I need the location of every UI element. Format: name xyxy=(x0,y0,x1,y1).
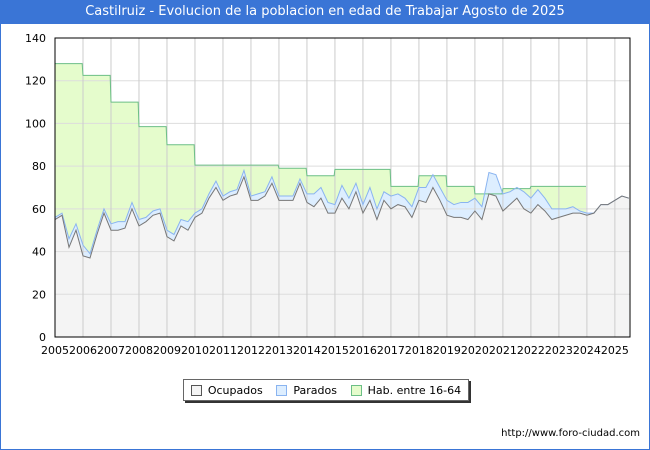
legend-parados: Parados xyxy=(276,384,337,397)
x-tick-label: 2015 xyxy=(321,344,349,357)
x-tick-label: 2020 xyxy=(461,344,489,357)
x-tick-label: 2008 xyxy=(125,344,153,357)
hab-line xyxy=(55,63,587,195)
x-tick-label: 2007 xyxy=(97,344,125,357)
legend-label: Hab. entre 16-64 xyxy=(367,383,462,397)
x-tick-label: 2018 xyxy=(405,344,433,357)
x-tick-label: 2012 xyxy=(237,344,265,357)
y-tick-label: 120 xyxy=(25,75,46,88)
legend-ocupados: Ocupados xyxy=(190,383,263,397)
x-tick-label: 2023 xyxy=(545,344,573,357)
plot-border xyxy=(54,37,631,338)
y-tick-label: 60 xyxy=(32,203,46,216)
x-tick-label: 2009 xyxy=(153,344,181,357)
ocupados-area xyxy=(55,176,629,337)
legend-swatch-ocupados xyxy=(190,384,202,396)
y-tick-label: 80 xyxy=(32,160,46,173)
y-tick-label: 40 xyxy=(32,246,46,259)
x-tick-label: 2021 xyxy=(489,344,517,357)
legend-label: Parados xyxy=(293,383,337,397)
legend-label: Ocupados xyxy=(207,383,263,397)
legend-swatch-parados xyxy=(276,384,288,396)
x-tick-label: 2005 xyxy=(41,344,69,357)
ocupados-line xyxy=(54,175,630,259)
x-tick-label: 2013 xyxy=(265,344,293,357)
y-tick-label: 140 xyxy=(25,32,46,45)
legend-swatch-hab xyxy=(350,384,362,396)
x-tick-label: 2016 xyxy=(349,344,377,357)
x-tick-label: 2022 xyxy=(517,344,545,357)
x-tick-label: 2006 xyxy=(69,344,97,357)
x-tick-label: 2025 xyxy=(601,344,629,357)
y-tick-label: 100 xyxy=(25,117,46,130)
legend: Ocupados Parados Hab. entre 16-64 xyxy=(183,379,469,401)
x-tick-label: 2019 xyxy=(433,344,461,357)
y-tick-label: 20 xyxy=(32,288,46,301)
x-tick-label: 2017 xyxy=(377,344,405,357)
x-tick-label: 2024 xyxy=(573,344,601,357)
source-url: http://www.foro-ciudad.com xyxy=(501,428,640,439)
x-tick-label: 2011 xyxy=(209,344,237,357)
chart-title: Castilruiz - Evolucion de la poblacion e… xyxy=(0,0,650,24)
x-tick-label: 2010 xyxy=(181,344,209,357)
x-tick-label: 2014 xyxy=(293,344,321,357)
parados-line xyxy=(54,168,630,255)
legend-hab: Hab. entre 16-64 xyxy=(350,383,462,397)
y-tick-label: 0 xyxy=(39,331,46,344)
